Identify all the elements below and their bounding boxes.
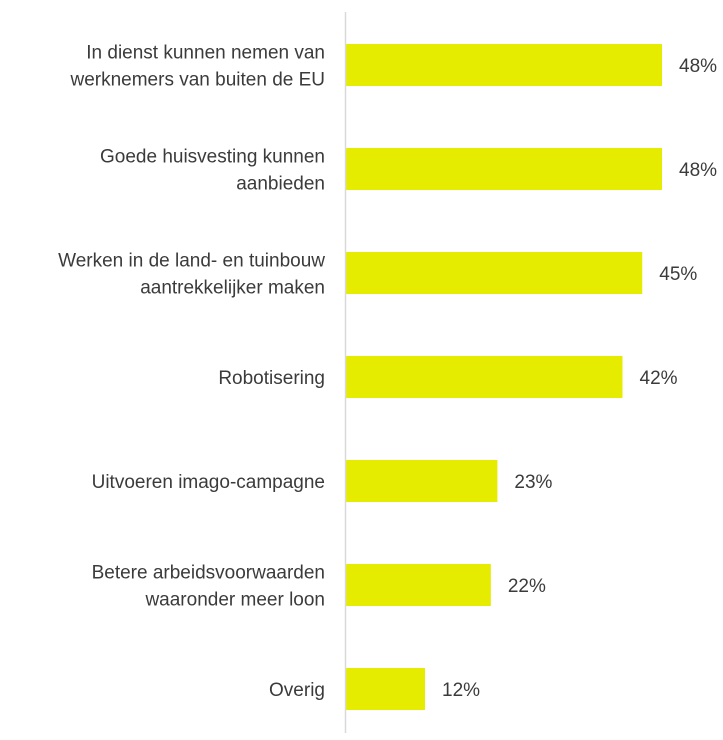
category-label-6: Betere arbeidsvoorwaarden waaronder meer …: [92, 563, 325, 611]
value-label-6: 22%: [508, 576, 546, 597]
bar-5: [346, 460, 498, 502]
category-label-1: In dienst kunnen nemen van werknemers van…: [69, 43, 325, 91]
bar-4: [346, 356, 623, 398]
category-label-5: Uitvoeren imago-campagne: [92, 472, 325, 493]
category-label-line: aantrekkelijker maken: [140, 278, 325, 299]
category-label-line: Werken in de land- en tuinbouw: [58, 251, 325, 272]
bar-3: [346, 252, 643, 294]
value-label-7: 12%: [442, 680, 480, 701]
category-label-7: Overig: [269, 680, 325, 701]
value-label-4: 42%: [640, 368, 678, 389]
category-label-line: Overig: [269, 680, 325, 701]
category-label-line: Betere arbeidsvoorwaarden: [92, 563, 325, 584]
bars-layer: [346, 44, 662, 710]
value-label-5: 23%: [514, 472, 552, 493]
category-label-4: Robotisering: [218, 368, 325, 389]
category-label-line: Uitvoeren imago-campagne: [92, 472, 325, 493]
category-label-line: Robotisering: [218, 368, 325, 389]
category-labels-layer: In dienst kunnen nemen van werknemers van…: [58, 43, 325, 702]
value-label-2: 48%: [679, 160, 717, 181]
bar-1: [346, 44, 662, 86]
value-label-3: 45%: [659, 264, 697, 285]
category-label-2: Goede huisvesting kunnen aanbieden: [100, 147, 325, 195]
bar-7: [346, 668, 425, 710]
category-label-line: aanbieden: [236, 174, 325, 195]
bar-6: [346, 564, 491, 606]
category-label-line: werknemers van buiten de EU: [69, 70, 325, 91]
value-labels-layer: 48% 48% 45% 42% 23% 22% 12%: [442, 56, 717, 701]
value-label-1: 48%: [679, 56, 717, 77]
category-label-line: waaronder meer loon: [144, 590, 325, 611]
category-label-line: In dienst kunnen nemen van: [86, 43, 325, 64]
bar-2: [346, 148, 662, 190]
category-label-3: Werken in de land- en tuinbouw aantrekkel…: [58, 251, 325, 299]
category-label-line: Goede huisvesting kunnen: [100, 147, 325, 168]
